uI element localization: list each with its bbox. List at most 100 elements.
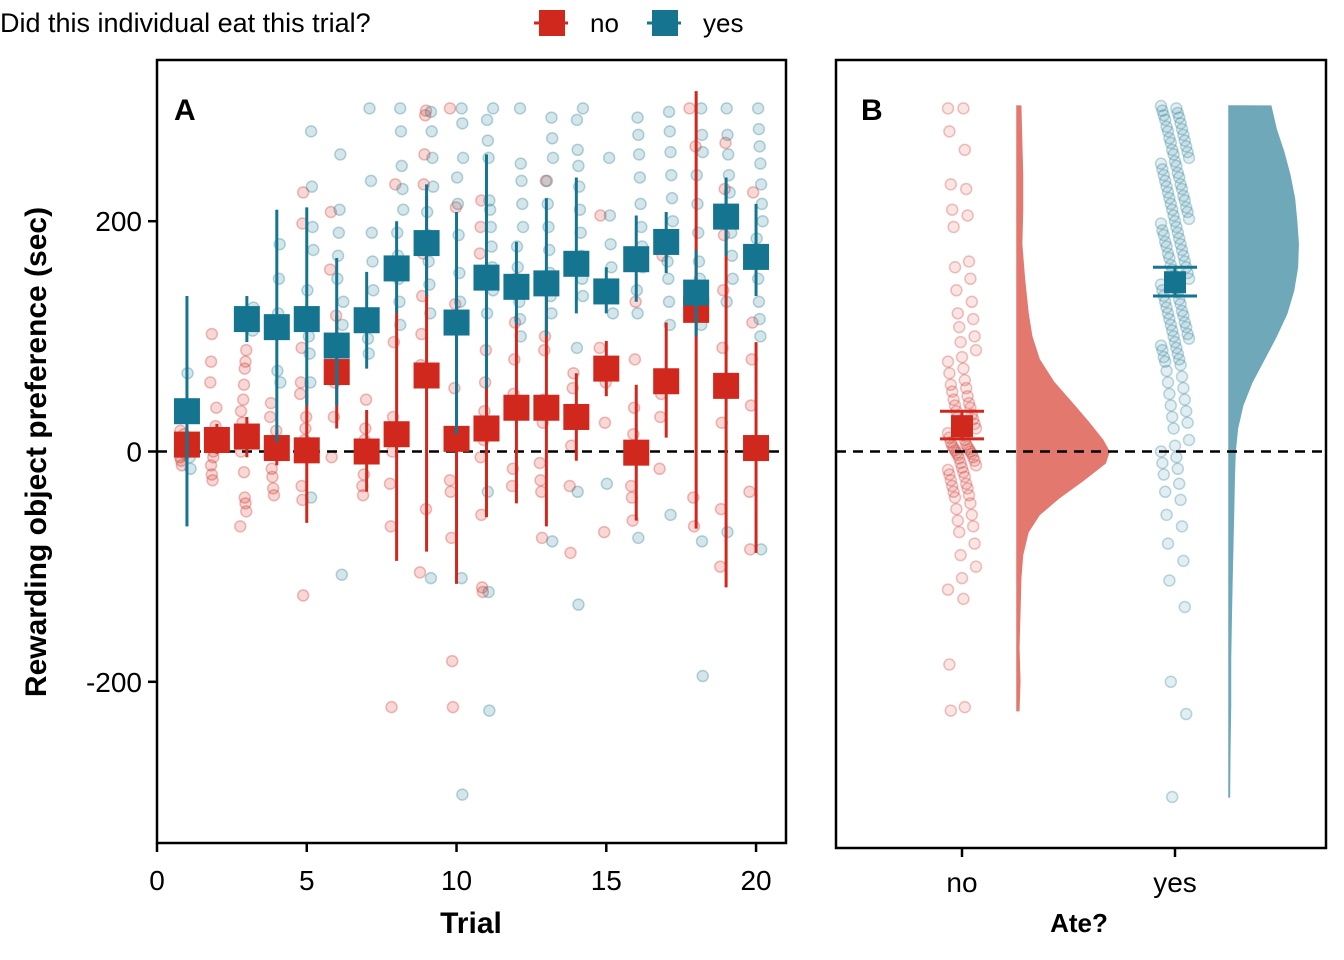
panel-a-point-yes (665, 191, 679, 205)
panel-a-point-yes (425, 125, 438, 138)
panel-b-point-no (954, 335, 967, 349)
panel-a-point-no (535, 531, 549, 545)
panel-b-point-no (945, 479, 959, 493)
panel-a-point-yes (751, 102, 765, 115)
panel-a-point-no (384, 520, 398, 533)
panel-b-point-no (952, 452, 966, 465)
panel-b-point-no (944, 378, 958, 391)
panel-b-point-no (957, 102, 970, 115)
panel-a-mean-yes (503, 273, 530, 300)
panel-a-point-no (746, 186, 760, 199)
panel-a-point-yes (632, 531, 645, 545)
panel-b-point-yes (1181, 416, 1194, 429)
panel-a-point-no (323, 263, 337, 276)
panel-a-point-yes (720, 102, 733, 115)
panel-b-point-yes (1154, 339, 1168, 352)
panel-a-point-yes (571, 143, 584, 157)
panel-b-point-no (950, 502, 963, 516)
panel-a-point-no (264, 396, 278, 410)
panel-a-point-no (475, 581, 489, 594)
panel-a-point-yes (483, 704, 496, 717)
panel-b-point-yes (1181, 145, 1194, 159)
panel-a-mean-yes (293, 306, 320, 333)
panel-b-point-yes (1177, 309, 1190, 322)
panel-a-point-no (443, 102, 457, 115)
panel-a-mean-no (713, 372, 740, 399)
panel-b-point-yes (1164, 197, 1178, 211)
legend: Did this individual eat this trial? no y… (0, 8, 743, 38)
panel-b-point-no (952, 525, 966, 539)
panel-a-point-no (204, 355, 218, 368)
panel-b-point-no (954, 456, 967, 470)
legend-label-no: no (590, 8, 619, 38)
panel-b-point-yes (1174, 237, 1187, 251)
panel-a-x-tick-label: 20 (740, 865, 771, 896)
panel-a-point-no (474, 220, 487, 234)
legend-item-no: no (534, 8, 619, 38)
panel-a-mean-no (413, 362, 440, 389)
panel-a-x-ticks: 0 5 10 15 20 (149, 843, 772, 896)
panel-b-point-no (941, 355, 955, 368)
panel-a-point-yes (753, 312, 766, 326)
panel-b-point-yes (1174, 297, 1187, 311)
panel-a-point-yes (662, 105, 676, 119)
panel-b-point-yes (1154, 99, 1168, 113)
panel-a-point-no (210, 401, 223, 414)
panel-a-point-yes (632, 148, 646, 161)
panel-b-point-yes (1161, 186, 1175, 199)
panel-b-point-yes (1165, 790, 1179, 804)
panel-b-point-yes (1161, 307, 1175, 320)
panel-b-point-yes (1161, 247, 1175, 260)
panel-b-point-no (947, 485, 960, 499)
panel-a-point-yes (665, 168, 678, 182)
panel-a-mean-no (653, 368, 680, 395)
panel-a-point-yes (545, 132, 559, 145)
panel-a-point-yes (424, 571, 438, 585)
panel-b-point-no (944, 704, 958, 717)
panel-a-point-yes (272, 272, 286, 286)
panel-a-mean-yes (383, 255, 410, 282)
panel-b-point-yes (1156, 163, 1169, 176)
panel-a-mean-yes (323, 332, 350, 359)
panel-a-point-no (534, 474, 547, 487)
panel-b-point-yes (1179, 140, 1193, 153)
panel-b-point-yes (1158, 113, 1172, 127)
panel-a-point-yes (754, 157, 767, 170)
panel-b-x-tick-label: no (946, 867, 977, 898)
panel-a-point-yes (570, 341, 584, 355)
panel-b-point-yes (1156, 224, 1169, 237)
panel-a-point-yes (306, 220, 319, 234)
panel-a-mean-no (233, 423, 260, 450)
panel-a-point-no (474, 451, 487, 464)
panel-a-point-yes (606, 307, 620, 320)
panel-a-point-yes (631, 307, 644, 320)
panel-a-point-no (597, 525, 611, 539)
panel-b-point-yes (1171, 166, 1185, 180)
panel-a-point-yes (396, 203, 410, 216)
panel-a-point-no (324, 205, 338, 219)
panel-a-mean-yes (173, 398, 200, 425)
panel-a-point-yes (633, 171, 647, 184)
panel-a-mean-no (473, 415, 500, 442)
panel-b-point-yes (1167, 422, 1180, 435)
panel-a-point-yes (600, 477, 614, 490)
panel-a-point-no (443, 474, 457, 487)
panel-a-point-yes (602, 151, 616, 165)
panel-b-point-no (951, 514, 965, 527)
panel-b-point-no (959, 477, 973, 490)
panel-b-point-yes (1168, 439, 1182, 452)
panel-a-point-yes (666, 214, 680, 228)
panel-a-point-no (265, 462, 278, 476)
panel-a-point-no (593, 341, 606, 355)
panel-a-point-yes (516, 197, 529, 211)
panel-a-mean-yes (743, 243, 770, 270)
panel-b-point-yes (1167, 148, 1180, 161)
panel-a-point-yes (542, 220, 555, 234)
panel-b-point-yes (1171, 106, 1185, 120)
panel-a-point-no (266, 482, 280, 495)
panel-b-point-no (968, 330, 981, 343)
panel-b-point-yes (1167, 209, 1180, 222)
panel-a-point-yes (452, 228, 465, 242)
panel-b-point-yes (1182, 212, 1196, 226)
panel-b-point-yes (1165, 410, 1179, 424)
